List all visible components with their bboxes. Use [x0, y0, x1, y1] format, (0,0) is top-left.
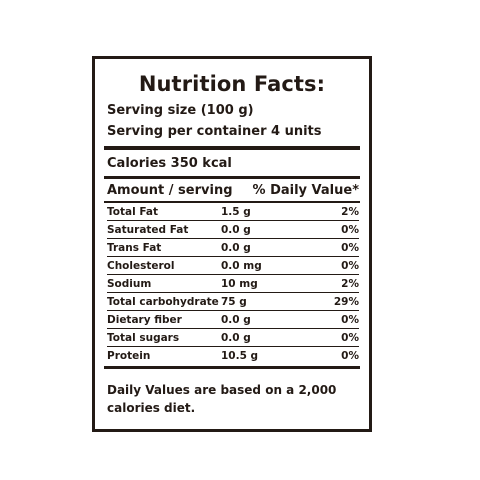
nutrient-amount: 1.5 g: [221, 206, 251, 218]
nutrient-daily-value: 0%: [341, 350, 359, 362]
nutrient-daily-value: 0%: [341, 332, 359, 344]
nutrient-daily-value: 0%: [341, 224, 359, 236]
nutrition-facts-label: Nutrition Facts: Serving size (100 g) Se…: [92, 56, 372, 432]
nutrient-amount: 10 mg: [221, 278, 258, 290]
nutrient-row-sodium: Sodium 10 mg 2%: [107, 275, 359, 293]
amount-header: Amount / serving: [107, 183, 233, 198]
nutrient-daily-value: 2%: [341, 278, 359, 290]
nutrient-amount: 0.0 g: [221, 224, 251, 236]
nutrient-row-cholesterol: Cholesterol 0.0 mg 0%: [107, 257, 359, 275]
nutrient-amount: 75 g: [221, 296, 247, 308]
nutrient-name: Trans Fat: [107, 242, 162, 254]
dv-header: % Daily Value*: [252, 183, 359, 198]
nutrient-daily-value: 0%: [341, 314, 359, 326]
nutrient-amount: 0.0 g: [221, 314, 251, 326]
thick-rule-calories: [104, 176, 360, 179]
nutrient-name: Cholesterol: [107, 260, 175, 272]
servings-per-container: Serving per container 4 units: [107, 124, 322, 139]
nutrient-row-total-carbohydrate: Total carbohydrate 75 g 29%: [107, 293, 359, 311]
thick-rule-bottom: [104, 366, 360, 369]
nutrient-amount: 0.0 g: [221, 332, 251, 344]
nutrient-amount: 0.0 mg: [221, 260, 262, 272]
daily-values-footnote: Daily Values are based on a 2,000 calori…: [107, 383, 337, 415]
nutrient-name: Total carbohydrate: [107, 296, 219, 308]
nutrient-amount: 10.5 g: [221, 350, 259, 362]
nutrient-row-total-sugars: Total sugars 0.0 g 0%: [107, 329, 359, 347]
serving-size: Serving size (100 g): [107, 103, 254, 118]
nutrient-daily-value: 0%: [341, 242, 359, 254]
nutrient-name: Saturated Fat: [107, 224, 189, 236]
calories: Calories 350 kcal: [107, 156, 232, 171]
nutrient-row-saturated-fat: Saturated Fat 0.0 g 0%: [107, 221, 359, 239]
nutrient-name: Total Fat: [107, 206, 159, 218]
header-rule: [104, 201, 360, 203]
nutrient-daily-value: 0%: [341, 260, 359, 272]
nutrient-row-dietary-fiber: Dietary fiber 0.0 g 0%: [107, 311, 359, 329]
nutrient-daily-value: 29%: [333, 296, 359, 308]
label-title: Nutrition Facts:: [138, 72, 326, 96]
nutrient-daily-value: 2%: [341, 206, 359, 218]
nutrient-row-total-fat: Total Fat 1.5 g 2%: [107, 203, 359, 221]
nutrient-name: Dietary fiber: [107, 314, 182, 326]
nutrient-name: Protein: [107, 350, 151, 362]
nutrient-name: Sodium: [107, 278, 152, 290]
nutrient-row-trans-fat: Trans Fat 0.0 g 0%: [107, 239, 359, 257]
nutrient-name: Total sugars: [107, 332, 180, 344]
thick-rule: [104, 146, 360, 150]
nutrient-amount: 0.0 g: [221, 242, 251, 254]
nutrient-row-protein: Protein 10.5 g 0%: [107, 347, 359, 365]
